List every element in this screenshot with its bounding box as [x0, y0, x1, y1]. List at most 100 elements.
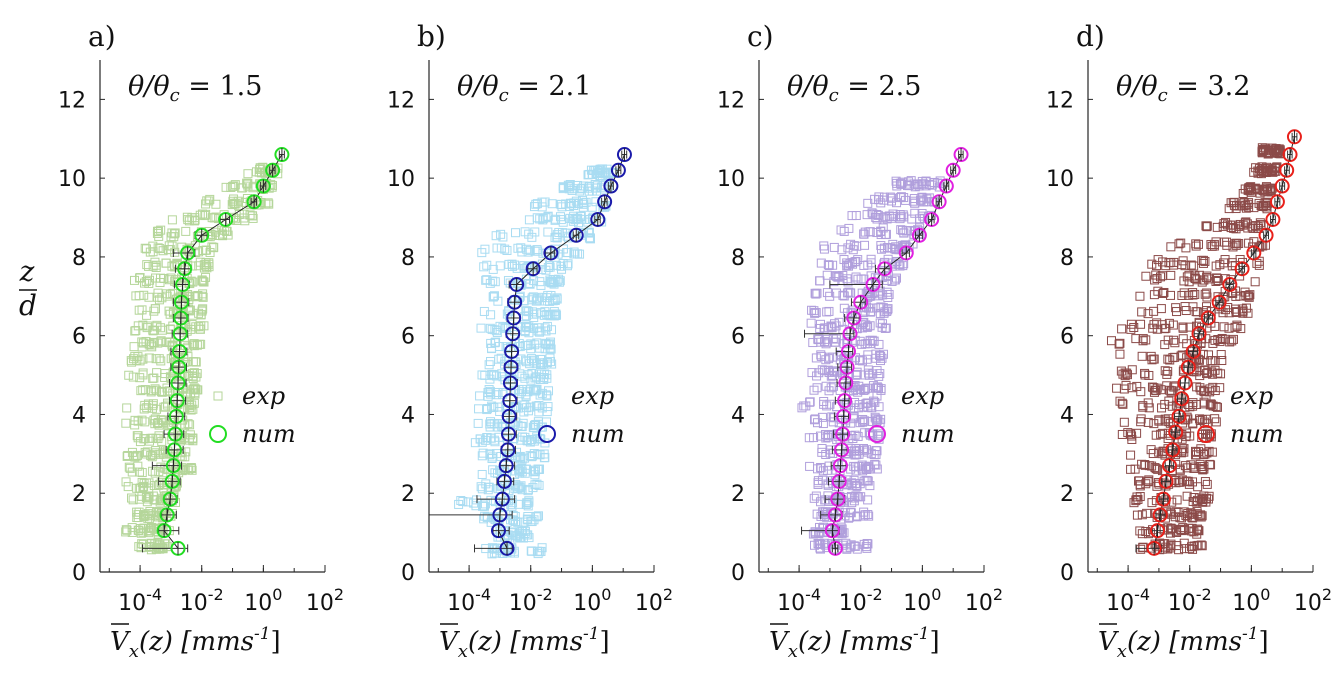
exp-point	[1165, 525, 1175, 535]
exp-point	[1211, 402, 1221, 412]
exp-point	[816, 497, 826, 507]
exp-point	[511, 228, 521, 238]
exp-point	[934, 182, 944, 192]
legend-num-marker	[868, 425, 886, 443]
exp-point	[189, 341, 199, 351]
exp-point	[1152, 324, 1162, 334]
exp-point	[1165, 355, 1175, 365]
exp-point	[563, 259, 573, 269]
exp-point	[1171, 527, 1181, 537]
exp-point	[874, 429, 884, 439]
exp-point	[1150, 463, 1160, 473]
exp-point	[156, 462, 166, 472]
exp-point	[1190, 450, 1200, 460]
exp-point	[1211, 261, 1221, 271]
exp-point	[200, 211, 210, 221]
exp-point	[139, 290, 149, 300]
exp-point	[198, 292, 208, 302]
exp-point	[909, 194, 919, 204]
exp-point	[529, 309, 539, 319]
exp-point	[475, 391, 485, 401]
exp-point	[1226, 198, 1236, 208]
exp-point	[490, 277, 500, 287]
exp-point	[856, 274, 866, 284]
exp-point	[1178, 323, 1188, 333]
exp-point	[521, 390, 531, 400]
exp-point	[831, 271, 841, 281]
y-tick-label: 4	[731, 403, 745, 428]
exp-point	[221, 226, 231, 236]
exp-point	[1166, 257, 1176, 267]
exp-point	[815, 431, 825, 441]
exp-point	[558, 182, 568, 192]
exp-point	[878, 303, 888, 313]
exp-point	[1119, 384, 1129, 394]
exp-point	[863, 495, 873, 505]
exp-point	[229, 194, 239, 204]
exp-point	[138, 483, 148, 493]
exp-point	[1203, 494, 1213, 504]
exp-point	[1267, 167, 1277, 177]
exp-point	[573, 249, 583, 259]
exp-point	[1196, 512, 1206, 522]
exp-point	[1200, 477, 1210, 487]
exp-point	[1198, 465, 1208, 475]
exp-point	[152, 228, 162, 238]
exp-point	[863, 365, 873, 375]
exp-point	[562, 261, 572, 271]
exp-point	[1127, 431, 1137, 441]
exp-point	[470, 438, 480, 448]
y-tick-label: 6	[401, 325, 415, 350]
exp-point	[542, 373, 552, 383]
exp-point	[1150, 275, 1160, 285]
exp-point	[1243, 199, 1253, 209]
exp-point	[152, 404, 162, 414]
exp-point	[1149, 306, 1159, 316]
exp-point	[182, 387, 192, 397]
exp-point	[584, 186, 594, 196]
exp-point	[1115, 396, 1125, 406]
exp-point	[188, 374, 198, 384]
exp-point	[267, 182, 277, 192]
exp-point	[809, 385, 819, 395]
exp-point	[1182, 511, 1192, 521]
exp-point	[204, 262, 214, 272]
exp-point	[1166, 290, 1176, 300]
exp-point	[1180, 261, 1190, 271]
exp-point	[157, 386, 167, 396]
exp-point	[1193, 540, 1203, 550]
exp-point	[129, 342, 139, 352]
y-tick-label: 0	[1060, 561, 1074, 586]
exp-point	[511, 466, 521, 476]
exp-point	[518, 418, 528, 428]
exp-point	[1199, 275, 1209, 285]
exp-point	[806, 318, 816, 328]
exp-point	[551, 260, 561, 270]
exp-point	[569, 247, 579, 257]
exp-point	[568, 216, 578, 226]
exp-point	[134, 305, 144, 315]
exp-point	[1272, 148, 1282, 158]
y-label-z: z	[19, 255, 35, 288]
y-tick-label: 4	[72, 403, 86, 428]
exp-point	[145, 523, 155, 533]
exp-point	[505, 548, 515, 558]
exp-point	[825, 352, 835, 362]
panel-c: 0 2 4 6 8 10 12 10-4 10-2 100 102 c) θ/θc = 2.5 exp nu…	[717, 20, 1003, 662]
exp-point	[1192, 529, 1202, 539]
y-tick-label: 0	[401, 561, 415, 586]
exp-point	[537, 202, 547, 212]
exp-point	[187, 261, 197, 271]
exp-point	[194, 322, 204, 332]
exp-point	[885, 192, 895, 202]
legend-num-marker	[1197, 425, 1215, 443]
exp-point	[1257, 185, 1267, 195]
exp-point	[133, 513, 143, 523]
exp-point	[525, 359, 535, 369]
exp-point	[150, 304, 160, 314]
exp-point	[1189, 261, 1199, 271]
exp-point	[549, 279, 559, 289]
exp-point	[858, 443, 868, 453]
exp-point	[1178, 334, 1188, 344]
exp-point	[1179, 538, 1189, 548]
